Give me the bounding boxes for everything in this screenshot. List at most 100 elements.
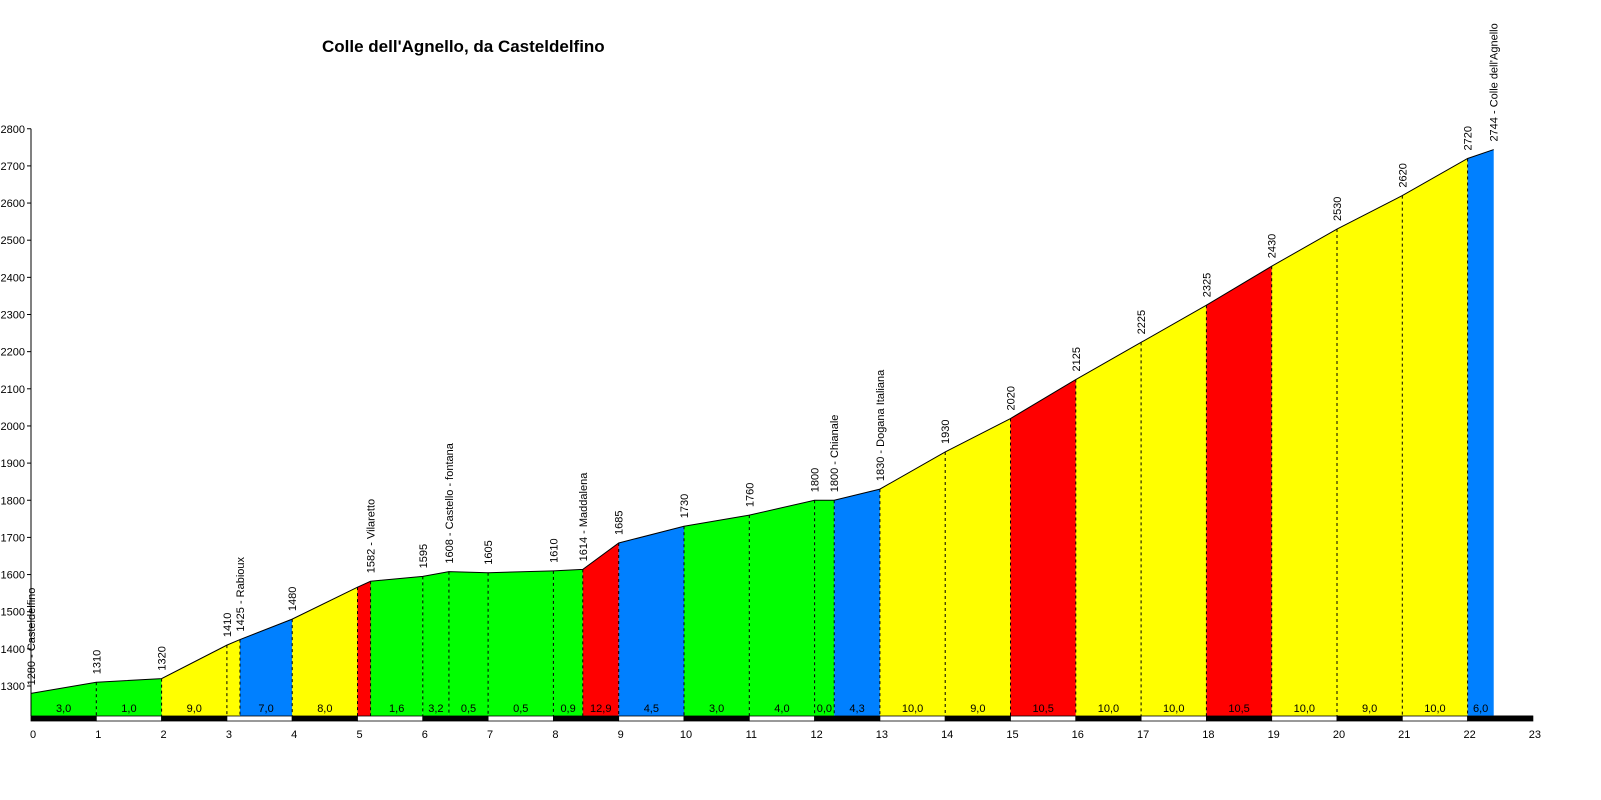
scale-bar-segment — [1010, 715, 1077, 722]
x-tick-label: 13 — [876, 729, 888, 741]
x-tick-label: 16 — [1072, 729, 1084, 741]
segment-26 — [1402, 158, 1468, 717]
gradient-label: 3,2 — [428, 703, 443, 715]
elevation-label: 1614 - Maddalena — [578, 472, 590, 562]
segment-dividers — [95, 158, 1469, 716]
segment-18 — [879, 451, 946, 716]
scale-bar-segment — [1336, 715, 1403, 722]
gradient-label: 10,0 — [1294, 703, 1315, 715]
elevation-label: 1800 - Chianale — [829, 415, 841, 493]
x-tick-label: 23 — [1529, 729, 1541, 741]
segment-25 — [1337, 195, 1403, 716]
x-tick-label: 19 — [1268, 729, 1280, 741]
scale-bar-segment — [95, 715, 163, 722]
y-tick-label: 1500 — [1, 607, 25, 619]
scale-bar-segment — [683, 715, 750, 722]
segment-4 — [239, 619, 293, 716]
elevation-label: 2125 — [1071, 347, 1083, 371]
scale-bar-segment — [291, 715, 358, 722]
scale-bar-segment — [1467, 715, 1534, 722]
scale-bar-segment — [1271, 715, 1338, 722]
elevation-label: 1605 — [483, 540, 495, 564]
elevation-label: 2325 — [1201, 273, 1213, 297]
x-tick-label: 2 — [161, 729, 167, 741]
elevation-label: 1685 — [614, 510, 626, 534]
gradient-label: 4,5 — [644, 703, 659, 715]
elevation-labels: 1280 - Casteldelfino 1310 1320 1410 1425 - R… — [26, 23, 1501, 685]
y-tick-label: 1400 — [1, 644, 25, 656]
gradient-label: 10,0 — [1163, 703, 1184, 715]
segment-19 — [945, 418, 1011, 716]
scale-bar-segment — [748, 715, 815, 722]
profile-outline — [30, 149, 1494, 694]
gradient-label: 12,9 — [590, 703, 611, 715]
elevation-label: 1582 - Vilaretto — [366, 499, 378, 573]
x-tick-label: 9 — [618, 729, 624, 741]
gradient-label: 0,5 — [513, 703, 528, 715]
segment-8 — [422, 571, 449, 716]
elevation-label: 1595 — [418, 544, 430, 568]
y-tick-label: 2500 — [1, 235, 25, 247]
scale-bar-segment — [226, 715, 293, 722]
x-tick-label: 6 — [422, 729, 428, 741]
y-tick-label: 2300 — [1, 310, 25, 322]
chart-title: Colle dell'Agnello, da Casteldelfino — [322, 37, 605, 56]
elevation-label: 2744 - Colle dell'Agnello — [1489, 23, 1501, 141]
y-tick-label: 2100 — [1, 384, 25, 396]
scale-bar-segment — [814, 715, 881, 722]
scale-bar-segment — [553, 715, 620, 722]
segment-13 — [618, 526, 684, 716]
y-tick-label: 1300 — [1, 681, 25, 693]
segment-10 — [488, 570, 554, 716]
segment-22 — [1141, 305, 1207, 716]
scale-bar-segment — [1206, 715, 1273, 722]
elevation-label: 1310 — [91, 650, 103, 674]
gradient-label: 9,0 — [970, 703, 985, 715]
x-tick-label: 7 — [487, 729, 493, 741]
segment-7 — [370, 576, 423, 716]
segment-11 — [553, 569, 583, 716]
y-tick-label: 2700 — [1, 161, 25, 173]
gradient-label: 9,0 — [187, 703, 202, 715]
scale-bar-segment — [618, 715, 685, 722]
x-tick-label: 10 — [680, 729, 692, 741]
scale-bar-segment — [1401, 715, 1469, 722]
gradient-segments — [31, 149, 1494, 717]
elevation-label: 1610 — [548, 538, 560, 562]
y-tick-label: 2800 — [1, 124, 25, 136]
segment-27 — [1467, 149, 1494, 716]
elevation-label: 1320 — [157, 646, 169, 670]
gradient-label: 0,0 — [817, 703, 832, 715]
x-tick-label: 21 — [1398, 729, 1410, 741]
elevation-label: 2430 — [1267, 234, 1279, 258]
elevation-label: 1410 — [222, 613, 234, 637]
elevation-label: 2020 — [1006, 386, 1018, 410]
segment-14 — [684, 515, 750, 716]
scale-bar-segment — [161, 715, 228, 722]
x-tick-label: 18 — [1202, 729, 1214, 741]
elevation-label: 1930 — [940, 419, 952, 443]
elevation-label: 1830 - Dogana Italiana — [875, 369, 887, 481]
elevation-label: 1280 - Casteldelfino — [26, 588, 38, 686]
y-tick-label: 2600 — [1, 198, 25, 210]
x-tick-label: 15 — [1006, 729, 1018, 741]
gradient-label: 9,0 — [1362, 703, 1377, 715]
scale-bar-segment — [1140, 715, 1207, 722]
elevation-label: 2720 — [1463, 126, 1475, 150]
segment-23 — [1206, 266, 1272, 716]
gradient-label: 10,0 — [1424, 703, 1445, 715]
gradient-label: 7,0 — [258, 703, 273, 715]
segment-1 — [96, 678, 162, 716]
scale-bar-segment — [30, 715, 97, 722]
segment-15 — [749, 500, 815, 716]
gradient-label: 10,5 — [1032, 703, 1053, 715]
gradient-label: 1,6 — [389, 703, 404, 715]
elevation-label: 1730 — [679, 494, 691, 518]
x-tick-label: 0 — [30, 729, 36, 741]
x-tick-label: 17 — [1137, 729, 1149, 741]
x-tick-label: 5 — [356, 729, 362, 741]
scale-bar-segment — [944, 715, 1011, 722]
profile-line — [30, 149, 1494, 694]
elevation-label: 2530 — [1332, 197, 1344, 221]
